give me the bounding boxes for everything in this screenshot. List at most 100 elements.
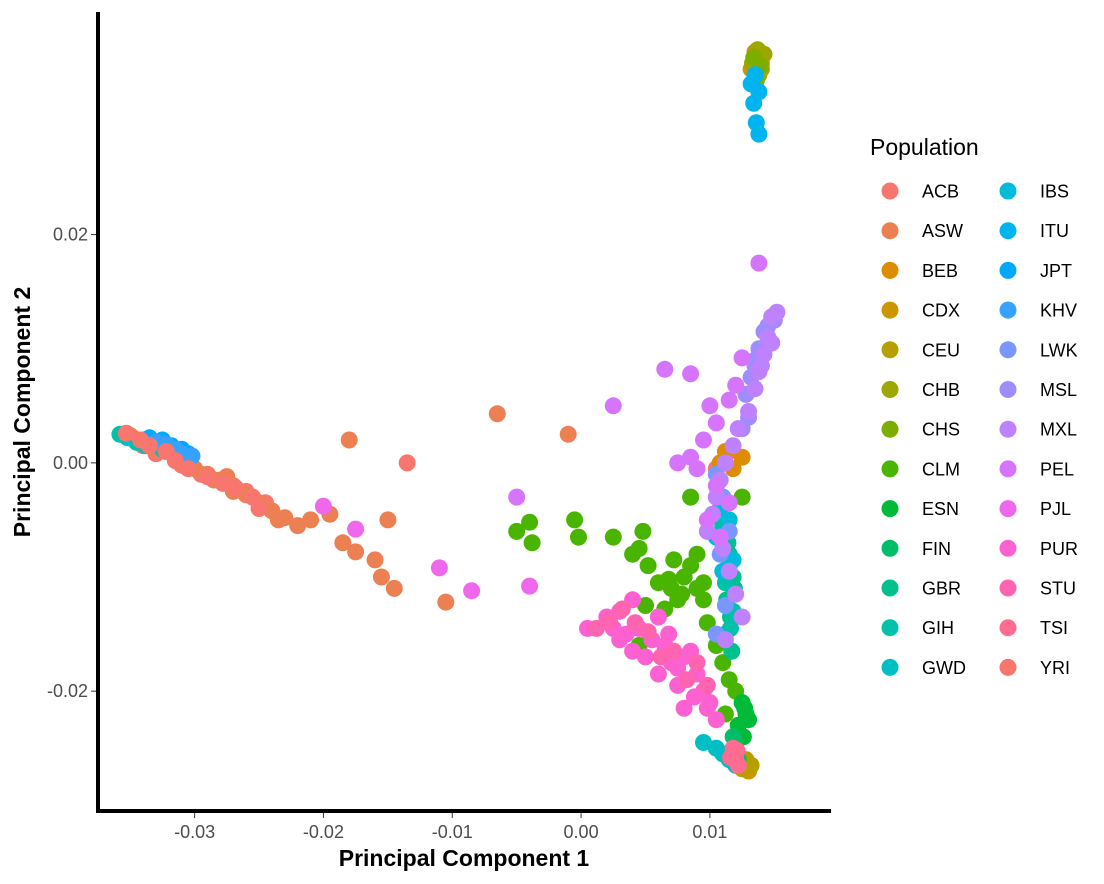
- point-yri: [250, 500, 268, 517]
- legend-item-esn: ESN: [881, 499, 959, 519]
- point-yri: [141, 437, 158, 455]
- points-layer: [111, 41, 786, 780]
- legend-key: [881, 182, 899, 200]
- series-pel: [508, 254, 768, 546]
- legend-item-chs: CHS: [881, 420, 960, 440]
- point-asw: [559, 425, 577, 443]
- point-stu: [698, 676, 716, 694]
- point-lwk: [716, 597, 734, 614]
- point-pel: [688, 460, 706, 478]
- legend-key: [881, 619, 899, 637]
- point-clm: [566, 511, 584, 529]
- point-pur: [707, 711, 725, 729]
- point-itu: [742, 75, 760, 93]
- point-itu: [745, 94, 763, 112]
- legend-key: [999, 460, 1017, 478]
- series-esn: [729, 694, 758, 746]
- point-mxl: [716, 454, 734, 472]
- legend-label: CLM: [922, 459, 960, 479]
- point-yri: [179, 460, 197, 478]
- point-mxl: [720, 562, 738, 580]
- point-clm: [639, 557, 657, 575]
- legend-item-mxl: MXL: [999, 420, 1077, 440]
- point-pel: [733, 349, 751, 367]
- legend-key: [881, 539, 899, 557]
- legend-key: [881, 658, 899, 676]
- point-asw: [366, 551, 384, 569]
- point-pel: [604, 397, 622, 415]
- point-stu: [600, 611, 618, 629]
- point-asw: [379, 511, 397, 529]
- legend-item-pel: PEL: [999, 459, 1074, 479]
- x-tick-label: 0.01: [692, 822, 727, 842]
- point-asw: [437, 593, 455, 611]
- point-mxl: [746, 380, 764, 398]
- point-pel: [720, 494, 738, 512]
- legend-key: [881, 500, 899, 518]
- point-clm: [634, 522, 652, 540]
- legend-title: Population: [870, 134, 979, 160]
- point-pjl: [430, 559, 448, 577]
- legend-label: FIN: [922, 539, 951, 559]
- series-tsi: [722, 739, 747, 774]
- legend-key: [999, 222, 1017, 240]
- legend-item-gbr: GBR: [881, 579, 961, 599]
- legend-item-khv: KHV: [999, 301, 1077, 321]
- point-tsi: [728, 742, 746, 759]
- point-clm: [695, 591, 712, 609]
- point-clm: [665, 551, 683, 569]
- point-yri: [166, 452, 184, 470]
- legend-label: PJL: [1040, 499, 1071, 519]
- point-yri: [227, 479, 245, 497]
- legend-item-itu: ITU: [999, 221, 1069, 241]
- point-pur: [649, 665, 667, 683]
- point-pel: [682, 365, 700, 383]
- point-pel: [727, 376, 745, 394]
- legend-label: JPT: [1040, 261, 1072, 281]
- point-pel: [695, 431, 712, 449]
- series-clm: [508, 488, 751, 723]
- legend-label: STU: [1040, 579, 1076, 599]
- point-clm: [630, 540, 648, 557]
- point-stu: [688, 654, 706, 672]
- point-yri: [214, 474, 232, 492]
- legend-label: PUR: [1040, 539, 1078, 559]
- point-clm: [637, 597, 654, 614]
- legend-label: CDX: [922, 301, 960, 321]
- point-clm: [673, 585, 691, 603]
- point-pel: [508, 488, 526, 506]
- legend-key: [881, 261, 899, 279]
- point-pel: [711, 528, 729, 546]
- point-stu: [639, 623, 657, 641]
- legend-item-stu: STU: [999, 579, 1076, 599]
- y-tick-label: 0.00: [53, 453, 88, 473]
- legend-item-pur: PUR: [999, 539, 1078, 559]
- legend-key: [999, 579, 1017, 597]
- legend-key: [999, 420, 1017, 438]
- point-pur: [685, 688, 703, 706]
- point-mxl: [768, 303, 786, 321]
- point-pel: [707, 477, 725, 495]
- x-tick-label: -0.01: [432, 822, 473, 842]
- x-tick-label: -0.03: [174, 822, 215, 842]
- point-pjl: [347, 520, 365, 538]
- legend-item-tsi: TSI: [999, 618, 1068, 638]
- y-ticks: -0.02 0.00 0.02: [47, 225, 96, 701]
- legend-key: [881, 460, 899, 478]
- point-mxl: [716, 631, 734, 649]
- legend-item-jpt: JPT: [999, 261, 1072, 281]
- point-esn: [736, 699, 754, 717]
- legend-label: IBS: [1040, 182, 1069, 202]
- legend-item-gwd: GWD: [881, 658, 966, 678]
- series-itu: [742, 66, 768, 143]
- point-clm: [521, 513, 539, 531]
- point-pur: [624, 642, 642, 660]
- legend-label: GBR: [922, 579, 961, 599]
- point-pjl: [314, 497, 332, 515]
- point-beb: [733, 448, 751, 466]
- legend-item-fin: FIN: [881, 539, 951, 559]
- point-asw: [340, 431, 358, 449]
- point-mxl: [763, 334, 781, 352]
- legend-item-acb: ACB: [881, 182, 959, 202]
